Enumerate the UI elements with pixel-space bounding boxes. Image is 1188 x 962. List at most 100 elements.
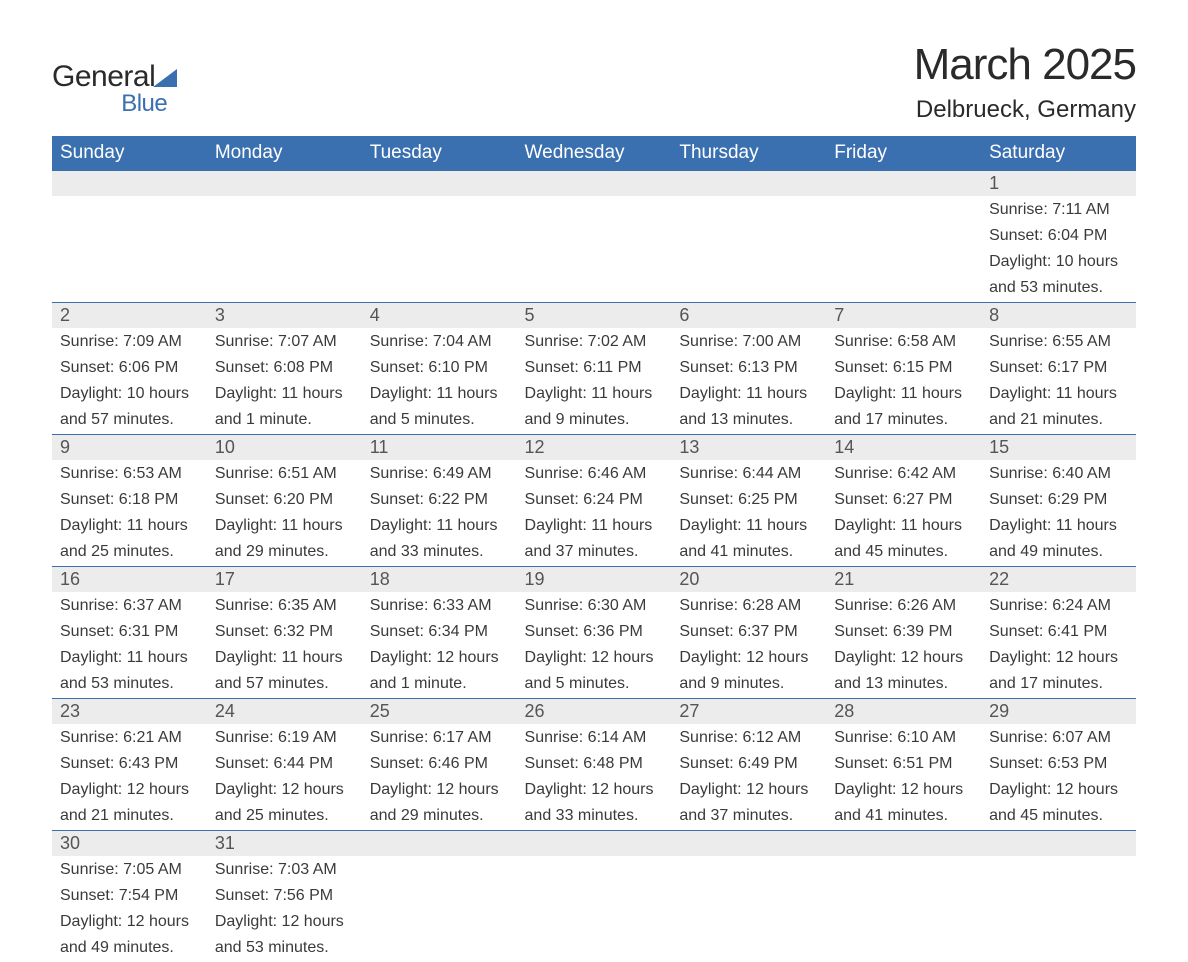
calendar-table: SundayMondayTuesdayWednesdayThursdayFrid… [52, 136, 1136, 962]
day-body-row: Daylight: 10 hoursDaylight: 11 hoursDayl… [52, 382, 1136, 408]
day-body-cell: Sunset: 6:31 PM [52, 620, 207, 646]
day-body-cell: Sunrise: 6:28 AM [671, 592, 826, 620]
day-body-cell: and 1 minute. [207, 408, 362, 435]
day-body-cell: and 37 minutes. [671, 804, 826, 831]
day-body-cell: Sunrise: 7:05 AM [52, 856, 207, 884]
day-body-cell: Daylight: 11 hours [981, 382, 1136, 408]
day-number-cell: 25 [362, 699, 517, 725]
day-body-cell [517, 884, 672, 910]
day-body-cell: Daylight: 12 hours [826, 646, 981, 672]
day-number-cell [362, 831, 517, 857]
day-body-cell: Sunrise: 6:40 AM [981, 460, 1136, 488]
day-body-cell: Daylight: 11 hours [207, 646, 362, 672]
day-body-row: Daylight: 10 hours [52, 250, 1136, 276]
daynum-row: 1 [52, 171, 1136, 197]
day-body-cell: Daylight: 11 hours [52, 646, 207, 672]
day-body-cell: Daylight: 11 hours [981, 514, 1136, 540]
day-number-cell: 30 [52, 831, 207, 857]
day-body-cell: Sunset: 7:56 PM [207, 884, 362, 910]
day-body-cell [362, 936, 517, 962]
day-body-cell: Sunset: 6:49 PM [671, 752, 826, 778]
day-body-cell [362, 250, 517, 276]
day-number-cell: 3 [207, 303, 362, 329]
day-body-cell [671, 196, 826, 224]
day-body-cell: Sunset: 6:18 PM [52, 488, 207, 514]
day-number-cell: 16 [52, 567, 207, 593]
day-body-row: Sunset: 7:54 PMSunset: 7:56 PM [52, 884, 1136, 910]
day-body-cell: Daylight: 12 hours [207, 778, 362, 804]
col-header: Sunday [52, 136, 207, 171]
day-body-cell [362, 884, 517, 910]
day-body-cell [362, 910, 517, 936]
day-body-cell [517, 276, 672, 303]
logo: General Blue [52, 60, 177, 118]
day-body-cell [826, 936, 981, 962]
day-body-cell [826, 856, 981, 884]
day-number-cell [826, 171, 981, 197]
day-body-cell: and 13 minutes. [671, 408, 826, 435]
day-body-cell: and 17 minutes. [981, 672, 1136, 699]
day-body-cell: Sunrise: 6:42 AM [826, 460, 981, 488]
day-body-cell: Daylight: 11 hours [826, 382, 981, 408]
day-body-cell: Sunset: 6:17 PM [981, 356, 1136, 382]
day-body-row: Sunrise: 7:11 AM [52, 196, 1136, 224]
day-body-cell [671, 250, 826, 276]
day-body-cell: Sunrise: 6:33 AM [362, 592, 517, 620]
day-body-cell: and 57 minutes. [52, 408, 207, 435]
day-body-cell: and 49 minutes. [981, 540, 1136, 567]
day-body-cell: and 37 minutes. [517, 540, 672, 567]
day-body-cell: and 5 minutes. [362, 408, 517, 435]
day-body-cell [826, 250, 981, 276]
day-number-cell [207, 171, 362, 197]
day-body-cell: Sunset: 6:34 PM [362, 620, 517, 646]
day-body-cell: Sunrise: 6:44 AM [671, 460, 826, 488]
day-body-cell [207, 250, 362, 276]
day-body-cell [517, 250, 672, 276]
day-body-cell [671, 856, 826, 884]
col-header: Friday [826, 136, 981, 171]
day-body-row: Sunset: 6:04 PM [52, 224, 1136, 250]
day-body-cell: Daylight: 11 hours [362, 382, 517, 408]
day-body-cell: Sunset: 6:11 PM [517, 356, 672, 382]
day-body-cell: Daylight: 12 hours [362, 778, 517, 804]
day-body-cell: Sunset: 6:51 PM [826, 752, 981, 778]
day-body-cell [517, 224, 672, 250]
day-body-cell: and 53 minutes. [981, 276, 1136, 303]
day-body-cell [52, 250, 207, 276]
day-number-cell [671, 171, 826, 197]
day-body-cell: Sunrise: 6:14 AM [517, 724, 672, 752]
daynum-row: 9101112131415 [52, 435, 1136, 461]
day-number-cell: 27 [671, 699, 826, 725]
day-body-cell: Sunrise: 6:30 AM [517, 592, 672, 620]
day-number-cell: 24 [207, 699, 362, 725]
col-header: Thursday [671, 136, 826, 171]
day-body-row: Sunrise: 6:21 AMSunrise: 6:19 AMSunrise:… [52, 724, 1136, 752]
day-body-cell: Sunset: 6:41 PM [981, 620, 1136, 646]
col-header: Tuesday [362, 136, 517, 171]
day-body-cell: Sunrise: 7:03 AM [207, 856, 362, 884]
day-body-cell: Sunrise: 6:37 AM [52, 592, 207, 620]
day-body-cell [981, 884, 1136, 910]
day-body-cell [52, 224, 207, 250]
day-body-cell [362, 276, 517, 303]
day-body-cell: Sunset: 6:20 PM [207, 488, 362, 514]
day-body-cell: and 45 minutes. [981, 804, 1136, 831]
day-body-cell: Daylight: 12 hours [826, 778, 981, 804]
day-number-cell: 15 [981, 435, 1136, 461]
day-body-cell [671, 936, 826, 962]
day-body-cell: Sunrise: 6:58 AM [826, 328, 981, 356]
day-body-cell: Daylight: 12 hours [517, 646, 672, 672]
day-body-cell [362, 856, 517, 884]
day-body-cell: Daylight: 10 hours [981, 250, 1136, 276]
day-number-cell: 21 [826, 567, 981, 593]
day-number-cell: 10 [207, 435, 362, 461]
day-number-cell [517, 171, 672, 197]
day-body-cell: and 1 minute. [362, 672, 517, 699]
day-number-cell: 29 [981, 699, 1136, 725]
day-number-cell: 4 [362, 303, 517, 329]
day-body-row: Sunset: 6:18 PMSunset: 6:20 PMSunset: 6:… [52, 488, 1136, 514]
daynum-row: 2345678 [52, 303, 1136, 329]
day-body-cell [981, 856, 1136, 884]
day-body-cell: Daylight: 12 hours [981, 778, 1136, 804]
day-body-cell [826, 884, 981, 910]
